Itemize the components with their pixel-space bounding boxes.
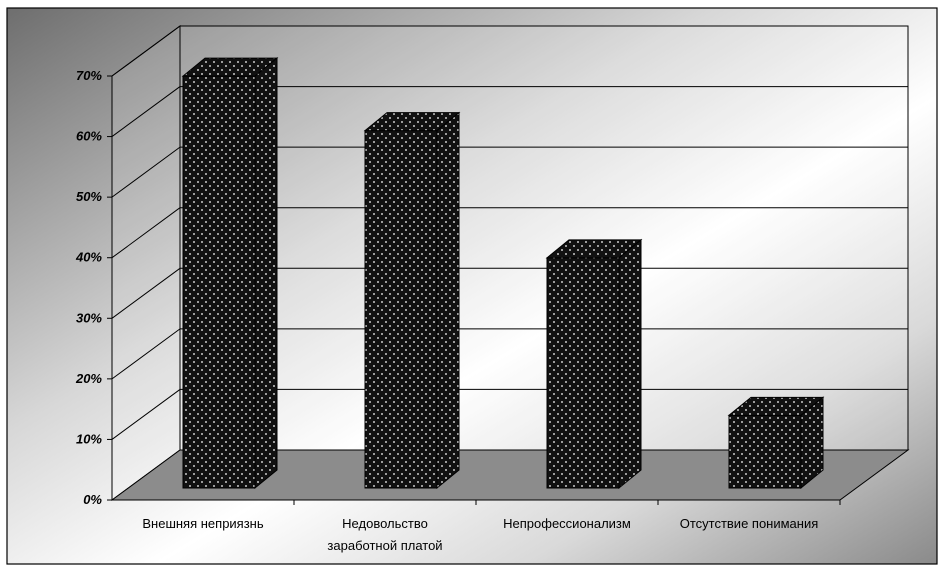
y-tick-label: 70% bbox=[76, 68, 102, 83]
y-tick-label: 20% bbox=[75, 371, 102, 386]
bar-front bbox=[182, 75, 256, 489]
gridline-side bbox=[111, 389, 181, 440]
bar-side bbox=[618, 238, 642, 490]
x-tick-label: Недовольство заработной платой bbox=[327, 516, 442, 553]
y-tick-label: 60% bbox=[76, 129, 102, 144]
gridline-side bbox=[111, 328, 181, 380]
y-tick-label: 10% bbox=[76, 431, 102, 446]
back-wall bbox=[179, 25, 909, 451]
x-tick-label: Непрофессионализм bbox=[503, 516, 631, 531]
bar-side bbox=[800, 396, 824, 490]
x-axis-labels: Внешняя неприязнь Недовольство заработной … bbox=[142, 500, 841, 553]
x-tick-label: Отсутствие понимания bbox=[680, 516, 819, 531]
side-wall bbox=[111, 25, 181, 501]
y-axis-ticks: 0% 10% 20% 30% 40% 50% 60% 70% bbox=[75, 68, 112, 507]
bar bbox=[363, 111, 461, 490]
bar bbox=[181, 57, 279, 490]
gridline-side bbox=[111, 25, 181, 77]
bar-front bbox=[364, 130, 438, 489]
gridline-side bbox=[111, 146, 181, 198]
y-tick-label: 30% bbox=[76, 310, 102, 325]
gridline-side bbox=[111, 86, 181, 137]
bar-front bbox=[728, 414, 802, 489]
bar bbox=[727, 396, 825, 490]
y-tick-label: 50% bbox=[76, 189, 102, 204]
bar-side bbox=[436, 111, 460, 490]
bar bbox=[545, 238, 643, 490]
bar-front bbox=[546, 257, 620, 489]
bars bbox=[181, 57, 825, 490]
gridlines bbox=[111, 25, 908, 440]
gridline-side bbox=[111, 267, 181, 319]
y-tick-label: 0% bbox=[83, 492, 102, 507]
y-tick-label: 40% bbox=[75, 250, 102, 265]
bar-side bbox=[254, 57, 278, 490]
x-tick-label: Внешняя неприязнь bbox=[142, 516, 263, 531]
gridline-side bbox=[111, 207, 181, 259]
